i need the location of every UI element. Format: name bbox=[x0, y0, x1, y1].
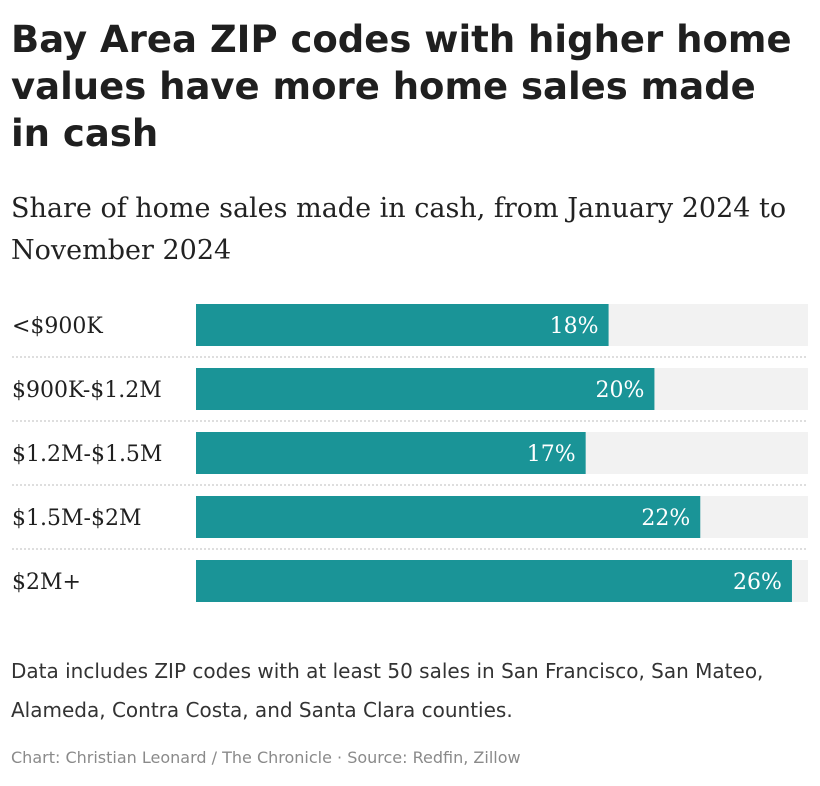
bar-value-label: 22% bbox=[641, 506, 690, 531]
chart-subtitle: Share of home sales made in cash, from J… bbox=[11, 193, 787, 266]
category-label: $1.2M-$1.5M bbox=[12, 442, 162, 467]
bar-value-label: 20% bbox=[596, 378, 645, 403]
bar bbox=[196, 432, 586, 474]
bar-value-label: 26% bbox=[733, 570, 782, 595]
data-note: Data includes ZIP codes with at least 50… bbox=[11, 659, 764, 722]
bar-value-label: 18% bbox=[550, 314, 599, 339]
category-label: $900K-$1.2M bbox=[12, 378, 162, 403]
bar-value-label: 17% bbox=[527, 442, 576, 467]
category-label: $1.5M-$2M bbox=[12, 506, 141, 531]
bar-chart: <$900K 18% $900K-$1.2M 20% $1.2M-$1.5M 17% $1.… bbox=[12, 304, 808, 602]
source-credit: Chart: Christian Leonard / The Chronicle… bbox=[11, 748, 521, 767]
category-label: $2M+ bbox=[12, 570, 81, 595]
bar bbox=[196, 496, 701, 538]
category-label: <$900K bbox=[12, 314, 103, 339]
bar bbox=[196, 304, 609, 346]
chart-title: Bay Area ZIP codes with higher home valu… bbox=[11, 18, 792, 155]
bar bbox=[196, 560, 792, 602]
bar bbox=[196, 368, 655, 410]
